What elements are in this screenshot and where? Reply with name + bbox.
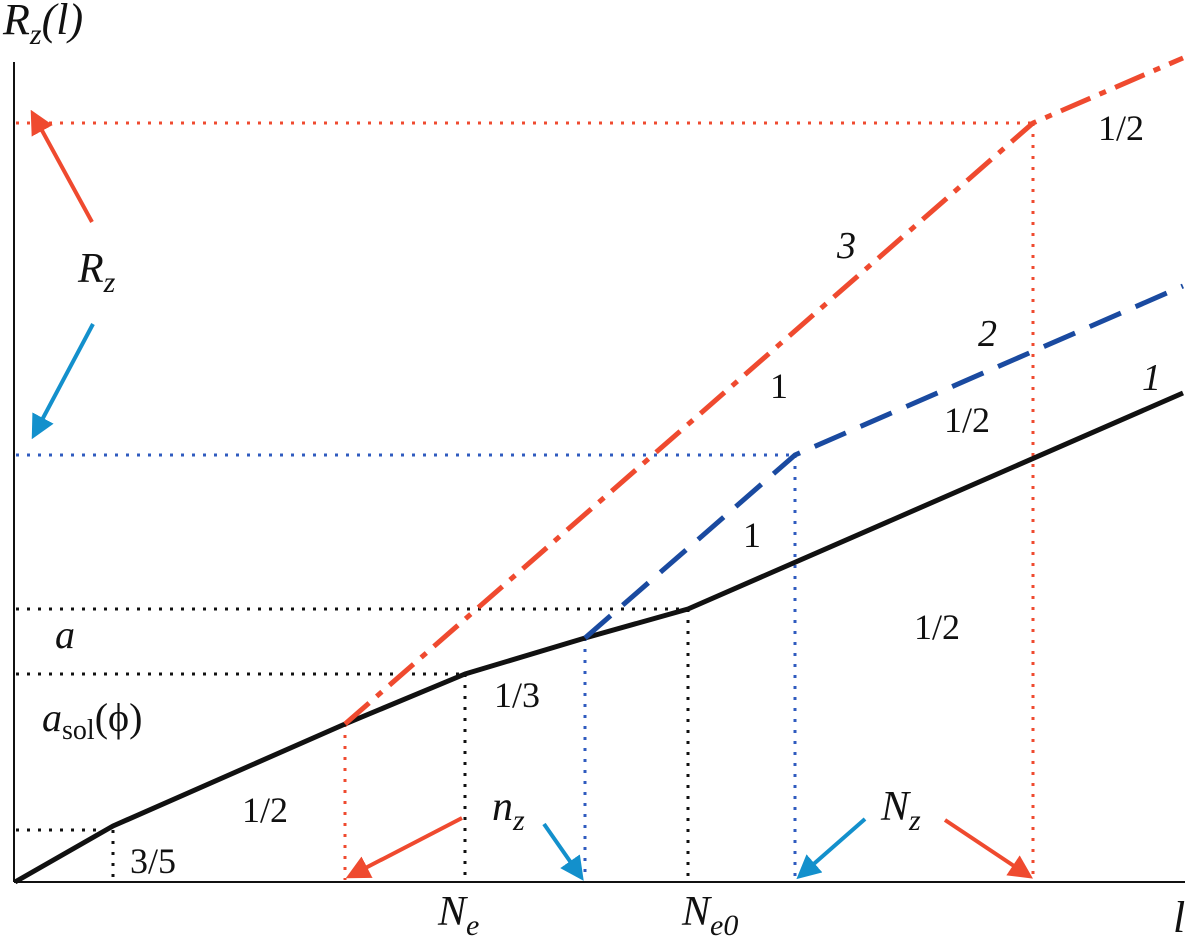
x-axis-label: l	[1173, 893, 1185, 942]
label-a: a	[55, 612, 75, 657]
label-rz: Rz	[77, 246, 116, 299]
slope-3-5: 3/5	[130, 841, 176, 881]
curve-label-3: 3	[836, 225, 856, 267]
ne-red-arrow	[345, 816, 463, 879]
slope-half-low: 1/2	[242, 790, 288, 830]
label-a-sol: asol(ϕ)	[42, 695, 142, 746]
curve-label-1: 1	[1142, 357, 1161, 399]
label-nz-big: Nz	[880, 784, 921, 837]
slope-one-blue: 1	[743, 515, 761, 555]
black-guides	[16, 607, 690, 880]
label-ne: Ne	[437, 889, 479, 942]
curve-2	[583, 283, 1184, 640]
blue-guides	[16, 453, 797, 880]
nz-big-cyan-arrow	[796, 817, 867, 880]
slope-one-red: 1	[770, 366, 788, 406]
curve-1	[13, 390, 1184, 885]
slope-half-blue: 1/2	[944, 400, 990, 440]
rz-red-arrow	[30, 109, 94, 223]
curve-label-2: 2	[978, 313, 997, 355]
rz-cyan-arrow	[31, 323, 95, 440]
slope-half-mid: 1/2	[914, 607, 960, 647]
curve-3	[343, 55, 1184, 726]
label-nz-small: nz	[492, 784, 525, 837]
red-guides	[16, 121, 1035, 880]
label-ne0: Ne0	[681, 889, 738, 942]
slope-half-red: 1/2	[1098, 108, 1144, 148]
nz-big-red-arrow	[943, 818, 1033, 879]
nz-small-cyan-arrow	[542, 822, 584, 881]
y-axis-label: Rz(l)	[2, 0, 83, 51]
slope-third: 1/3	[494, 675, 540, 715]
